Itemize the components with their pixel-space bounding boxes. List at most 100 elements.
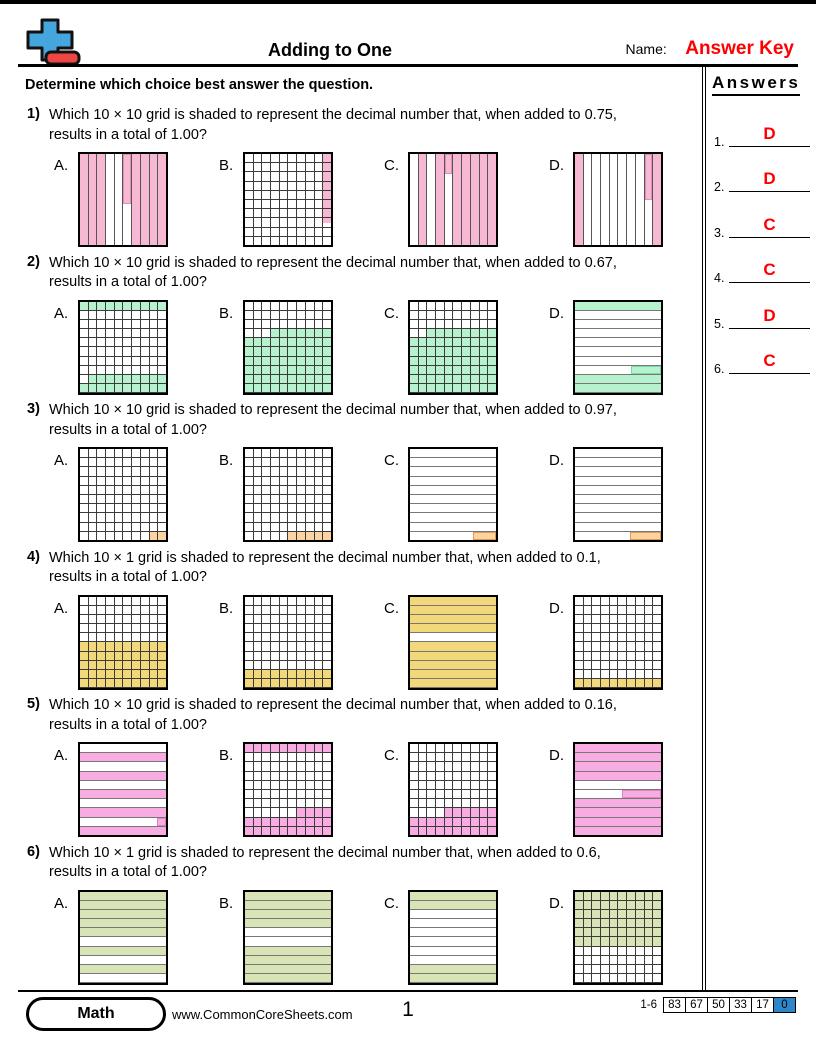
grid-cell	[245, 485, 253, 494]
grid-cell	[80, 596, 88, 605]
grid-cell	[245, 808, 253, 817]
grid-cell	[609, 909, 618, 919]
grid-cell	[262, 799, 271, 808]
grid-cell	[436, 808, 444, 817]
grid-cell	[97, 375, 106, 384]
grid-cell	[279, 789, 288, 799]
grid-cell	[245, 319, 253, 329]
grid-cell	[653, 651, 661, 660]
grid-cell	[627, 891, 635, 900]
choice-label: B.	[219, 304, 234, 322]
question-number: 2)	[27, 253, 40, 270]
grid-stripe	[245, 965, 331, 974]
questions-list: 1) Which 10 × 10 grid is shaded to repres…	[0, 106, 700, 991]
grid-cell	[323, 494, 331, 504]
grid-cell	[253, 329, 262, 338]
grid-cell	[453, 817, 462, 826]
grid-stripe	[575, 338, 661, 347]
grid-cell	[410, 780, 418, 789]
grid-stripe	[575, 789, 661, 799]
choice-a: A.	[54, 594, 168, 690]
grid-cell	[80, 513, 88, 522]
grid-cell	[288, 365, 297, 375]
grid-cell	[609, 974, 618, 983]
grid-cell	[297, 356, 305, 365]
grid-cell	[253, 799, 262, 808]
grid-cell	[323, 347, 331, 356]
grid-cell	[323, 356, 331, 365]
grid-cell	[158, 660, 166, 670]
grid-cell	[592, 937, 601, 946]
grid-cell	[262, 384, 271, 393]
grid-stripe	[123, 154, 132, 245]
grid-cell	[575, 955, 583, 965]
grid-cell	[305, 218, 314, 227]
grid-cell	[305, 163, 314, 172]
grid-cell	[609, 624, 618, 633]
grid-cell	[653, 909, 661, 919]
grid-cell	[279, 384, 288, 393]
grid-partial-fill	[123, 154, 132, 205]
grid-cell	[271, 338, 279, 347]
grid-cell	[462, 799, 470, 808]
grid-cell	[140, 301, 149, 310]
grid-cell	[462, 771, 470, 780]
grid-cell	[314, 236, 323, 245]
grid-cell	[575, 974, 583, 983]
grid-cell	[114, 504, 123, 513]
grid-cell	[618, 900, 627, 909]
grid-cell	[297, 485, 305, 494]
choice-label: A.	[54, 747, 69, 764]
grid-cell	[297, 817, 305, 826]
grid-cell	[245, 817, 253, 826]
grid-stripe	[462, 154, 470, 245]
grid-cell	[80, 301, 88, 310]
grid-cell	[305, 319, 314, 329]
grid-stripe	[410, 449, 496, 458]
grid-cell	[149, 522, 158, 531]
grid-cell	[140, 338, 149, 347]
grid-cell	[592, 965, 601, 974]
grid-cell	[653, 679, 661, 688]
grid-cell	[488, 808, 496, 817]
choice-grid-b	[243, 889, 333, 985]
grid-cell	[123, 384, 132, 393]
grid-cell	[253, 605, 262, 614]
grid-cell	[123, 633, 132, 642]
grid-cell	[279, 476, 288, 485]
grid-cell	[601, 965, 609, 974]
grid-cell	[271, 651, 279, 660]
answer-item-5: 5. D	[712, 290, 816, 336]
grid-cell	[314, 384, 323, 393]
grid-cell	[470, 329, 479, 338]
grid-cell	[140, 449, 149, 458]
choice-a: A.	[54, 889, 168, 985]
answer-letter: C	[763, 260, 776, 279]
grid-cell	[149, 679, 158, 688]
grid-cell	[262, 338, 271, 347]
grid-cell	[644, 955, 653, 965]
grid-cell	[470, 310, 479, 319]
grid-cell	[279, 596, 288, 605]
grid-cell	[453, 384, 462, 393]
grid-cell	[305, 199, 314, 209]
grid-cell	[271, 319, 279, 329]
grid-stripe	[410, 955, 496, 965]
grid-cell	[88, 614, 97, 624]
choice-label: B.	[219, 599, 234, 617]
choice-label: D.	[549, 747, 564, 764]
grid-cell	[149, 301, 158, 310]
grid-cell	[106, 384, 114, 393]
grid-cell	[262, 485, 271, 494]
grid-cell	[271, 614, 279, 624]
grid-cell	[245, 624, 253, 633]
grid-cell	[575, 633, 583, 642]
grid-cell	[618, 633, 627, 642]
grid-cell	[314, 301, 323, 310]
grid-cell	[609, 946, 618, 955]
grid-cell	[305, 476, 314, 485]
grid-cell	[132, 596, 140, 605]
grid-cell	[314, 163, 323, 172]
grid-cell	[314, 596, 323, 605]
